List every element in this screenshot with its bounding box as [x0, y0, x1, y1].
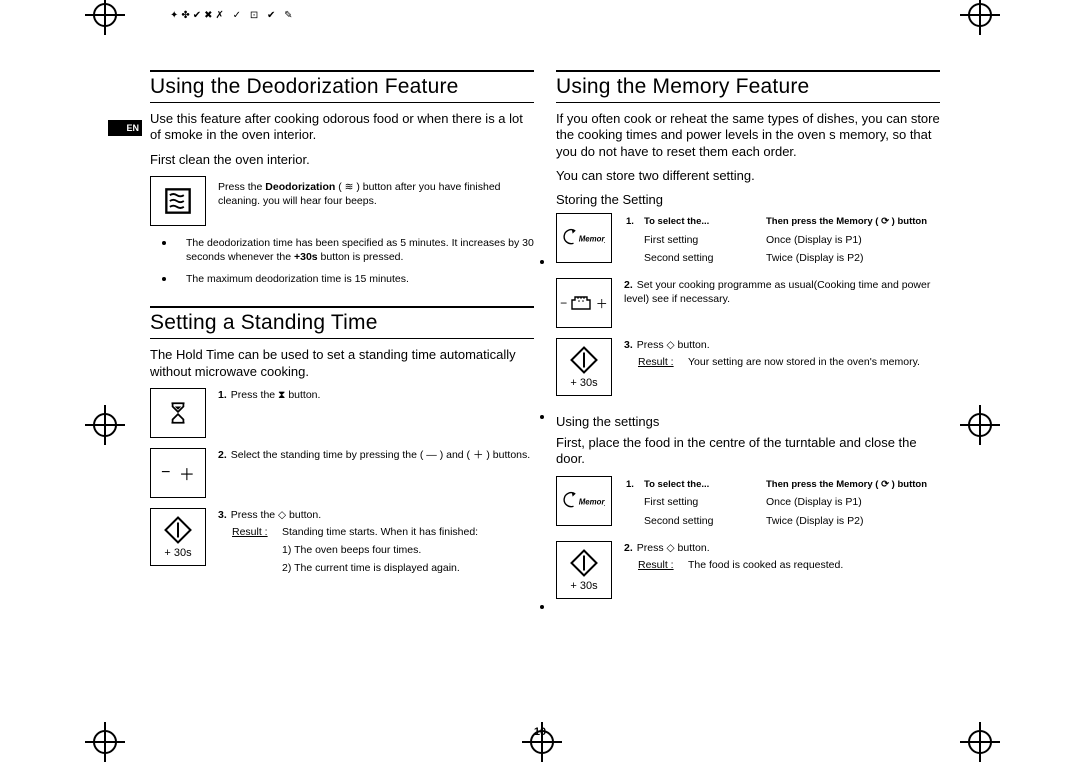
standing-step-2: − ＋ 2. Select the standing time by pressi…	[150, 448, 534, 498]
using-step-1: Memory 1. To select the...Then press the …	[556, 476, 940, 531]
col-select: To select the...	[644, 215, 764, 230]
header-glyphs: ✦✤✔✖✗ ✓ ⊡ ✔ ✎	[170, 10, 470, 21]
row-first-val: Once (Display is P1)	[766, 232, 938, 248]
deodor-icon	[150, 176, 206, 226]
svg-text:Memory: Memory	[579, 497, 605, 506]
using-head: Using the settings	[556, 414, 940, 429]
row-first: First setting	[644, 494, 764, 510]
using-s2-result: The food is cooked as requested.	[688, 557, 950, 573]
using-p: First, place the food in the centre of t…	[556, 435, 940, 468]
using-step-2: + 30s 2.Press ◇ button. Result :The food…	[556, 541, 940, 599]
col-press: Then press the Memory ( ⟳ ) button	[766, 478, 938, 493]
row-second-val: Twice (Display is P2)	[766, 513, 938, 529]
bullet-icon	[162, 277, 166, 281]
regmark-tr	[960, 0, 1000, 35]
step-num: 2.	[624, 542, 633, 554]
plus30-label: + 30s	[570, 580, 597, 592]
minus-icon: −	[161, 464, 170, 482]
plus30-label: + 30s	[164, 547, 191, 559]
standing-p1: The Hold Time can be used to set a stand…	[150, 347, 534, 380]
step-num: 2.	[218, 449, 227, 461]
storing-s3a: Press ◇ button.	[637, 339, 710, 351]
regmark-mr	[960, 405, 1000, 445]
storing-step-3: + 30s 3.Press ◇ button. Result :Your set…	[556, 338, 940, 396]
col-select: To select the...	[644, 478, 764, 493]
storing-head: Storing the Setting	[556, 192, 940, 207]
deodor-p2: First clean the oven interior.	[150, 152, 534, 168]
memory-p2: You can store two different setting.	[556, 168, 940, 184]
storing-s3-result: Your setting are now stored in the oven'…	[688, 354, 950, 370]
row-first: First setting	[644, 232, 764, 248]
step-num: 3.	[624, 339, 633, 351]
standing-s1: Press the ⧗ button.	[231, 389, 321, 401]
bullet-icon	[540, 260, 544, 264]
start-30s-icon: + 30s	[556, 338, 612, 396]
plus30-label: + 30s	[570, 377, 597, 389]
step-num: 2.	[624, 279, 633, 291]
page-number: 10	[0, 726, 1080, 738]
minus-icon: −	[560, 296, 567, 310]
deodor-note1: The deodorization time has been specifie…	[186, 236, 534, 264]
row-first-val: Once (Display is P1)	[766, 494, 938, 510]
step-num: 1.	[626, 216, 634, 227]
deodor-s1a: Press the	[218, 181, 265, 193]
power-level-icon: − ＋	[556, 278, 612, 328]
using-s2a: Press ◇ button.	[637, 542, 710, 554]
plus-minus-icon: − ＋	[150, 448, 206, 498]
regmark-ml	[85, 405, 125, 445]
result-label: Result :	[232, 526, 268, 538]
standing-s3-li2: 2) The current time is displayed again.	[282, 560, 544, 576]
bullet-icon	[162, 241, 166, 245]
storing-step-1: Memory 1. To select the...Then press the …	[556, 213, 940, 268]
col-press: Then press the Memory ( ⟳ ) button	[766, 215, 938, 230]
content-area: Using the Deodorization Feature Use this…	[150, 70, 940, 609]
bullet-icon	[540, 605, 544, 609]
step-num: 1.	[626, 479, 634, 490]
left-column: Using the Deodorization Feature Use this…	[150, 70, 534, 609]
result-label: Result :	[638, 559, 674, 571]
standing-s3-li1: 1) The oven beeps four times.	[282, 542, 544, 558]
standing-step-3: + 30s 3.Press the ◇ button. Result :Stan…	[150, 508, 534, 579]
standing-s2: Select the standing time by pressing the…	[231, 449, 530, 461]
step-num: 1.	[218, 389, 227, 401]
standing-s3-r1: Standing time starts. When it has finish…	[282, 524, 544, 540]
bullet-icon	[540, 415, 544, 419]
memory-icon: Memory	[556, 476, 612, 526]
svg-text:Memory: Memory	[579, 235, 605, 244]
lang-badge: EN	[108, 120, 142, 136]
step-num: 3.	[218, 509, 227, 521]
section-title-deodor: Using the Deodorization Feature	[150, 70, 534, 103]
row-second: Second setting	[644, 250, 764, 266]
note1b: +30s	[294, 251, 318, 263]
deodor-step1: Press the Deodorization ( ≋ ) button aft…	[150, 176, 534, 226]
note1c: button is pressed.	[318, 251, 404, 263]
deodor-s1b: Deodorization	[265, 181, 335, 193]
hourglass-icon	[150, 388, 206, 438]
storing-step-2: − ＋ 2.Set your cooking programme as usua…	[556, 278, 940, 328]
deodor-note2: The maximum deodorization time is 15 min…	[186, 272, 534, 286]
row-second-val: Twice (Display is P2)	[766, 250, 938, 266]
start-30s-icon: + 30s	[150, 508, 206, 566]
row-second: Second setting	[644, 513, 764, 529]
standing-s3a: Press the ◇ button.	[231, 509, 321, 521]
storing-s2: Set your cooking programme as usual(Cook…	[624, 279, 930, 305]
memory-icon: Memory	[556, 213, 612, 263]
plus-icon: ＋	[596, 295, 608, 312]
standing-step-1: 1. Press the ⧗ button.	[150, 388, 534, 438]
deodor-p1: Use this feature after cooking odorous f…	[150, 111, 534, 144]
regmark-tl	[85, 0, 125, 35]
start-30s-icon: + 30s	[556, 541, 612, 599]
section-title-memory: Using the Memory Feature	[556, 70, 940, 103]
result-label: Result :	[638, 356, 674, 368]
section-title-standing: Setting a Standing Time	[150, 306, 534, 339]
plus-icon: ＋	[179, 461, 195, 485]
right-column: Using the Memory Feature If you often co…	[556, 70, 940, 609]
memory-p1: If you often cook or reheat the same typ…	[556, 111, 940, 160]
